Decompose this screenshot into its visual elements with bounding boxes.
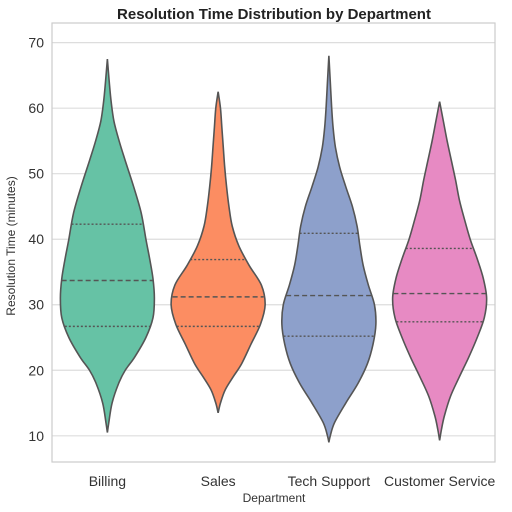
y-axis-label: Resolution Time (minutes) (4, 176, 18, 315)
violin-sales (170, 91, 266, 414)
y-tick-label: 20 (28, 362, 44, 378)
violin-body (391, 101, 488, 441)
violin-customer-service (391, 101, 488, 441)
violins (59, 55, 488, 443)
tick-labels: 10 20 30 40 50 60 70 Billing Sales Tech Support Cu… (28, 35, 495, 489)
x-axis-label: Department (243, 491, 306, 505)
violin-billing (59, 58, 156, 433)
chart-title: Resolution Time Distribution by Departme… (117, 6, 431, 23)
x-tick-label: Billing (89, 473, 126, 489)
x-tick-label: Customer Service (384, 473, 495, 489)
y-tick-label: 30 (28, 297, 44, 313)
violin-body (59, 58, 156, 433)
x-tick-label: Sales (201, 473, 236, 489)
plot-frame (51, 22, 496, 463)
violin-tech-support (281, 55, 377, 443)
y-tick-label: 50 (28, 166, 44, 182)
y-tick-label: 10 (28, 428, 44, 444)
y-tick-label: 60 (28, 100, 44, 116)
y-tick-label: 40 (28, 231, 44, 247)
x-tick-label: Tech Support (288, 473, 371, 489)
violin-body (170, 91, 266, 414)
violin-body (281, 55, 377, 443)
y-tick-label: 70 (28, 35, 44, 51)
